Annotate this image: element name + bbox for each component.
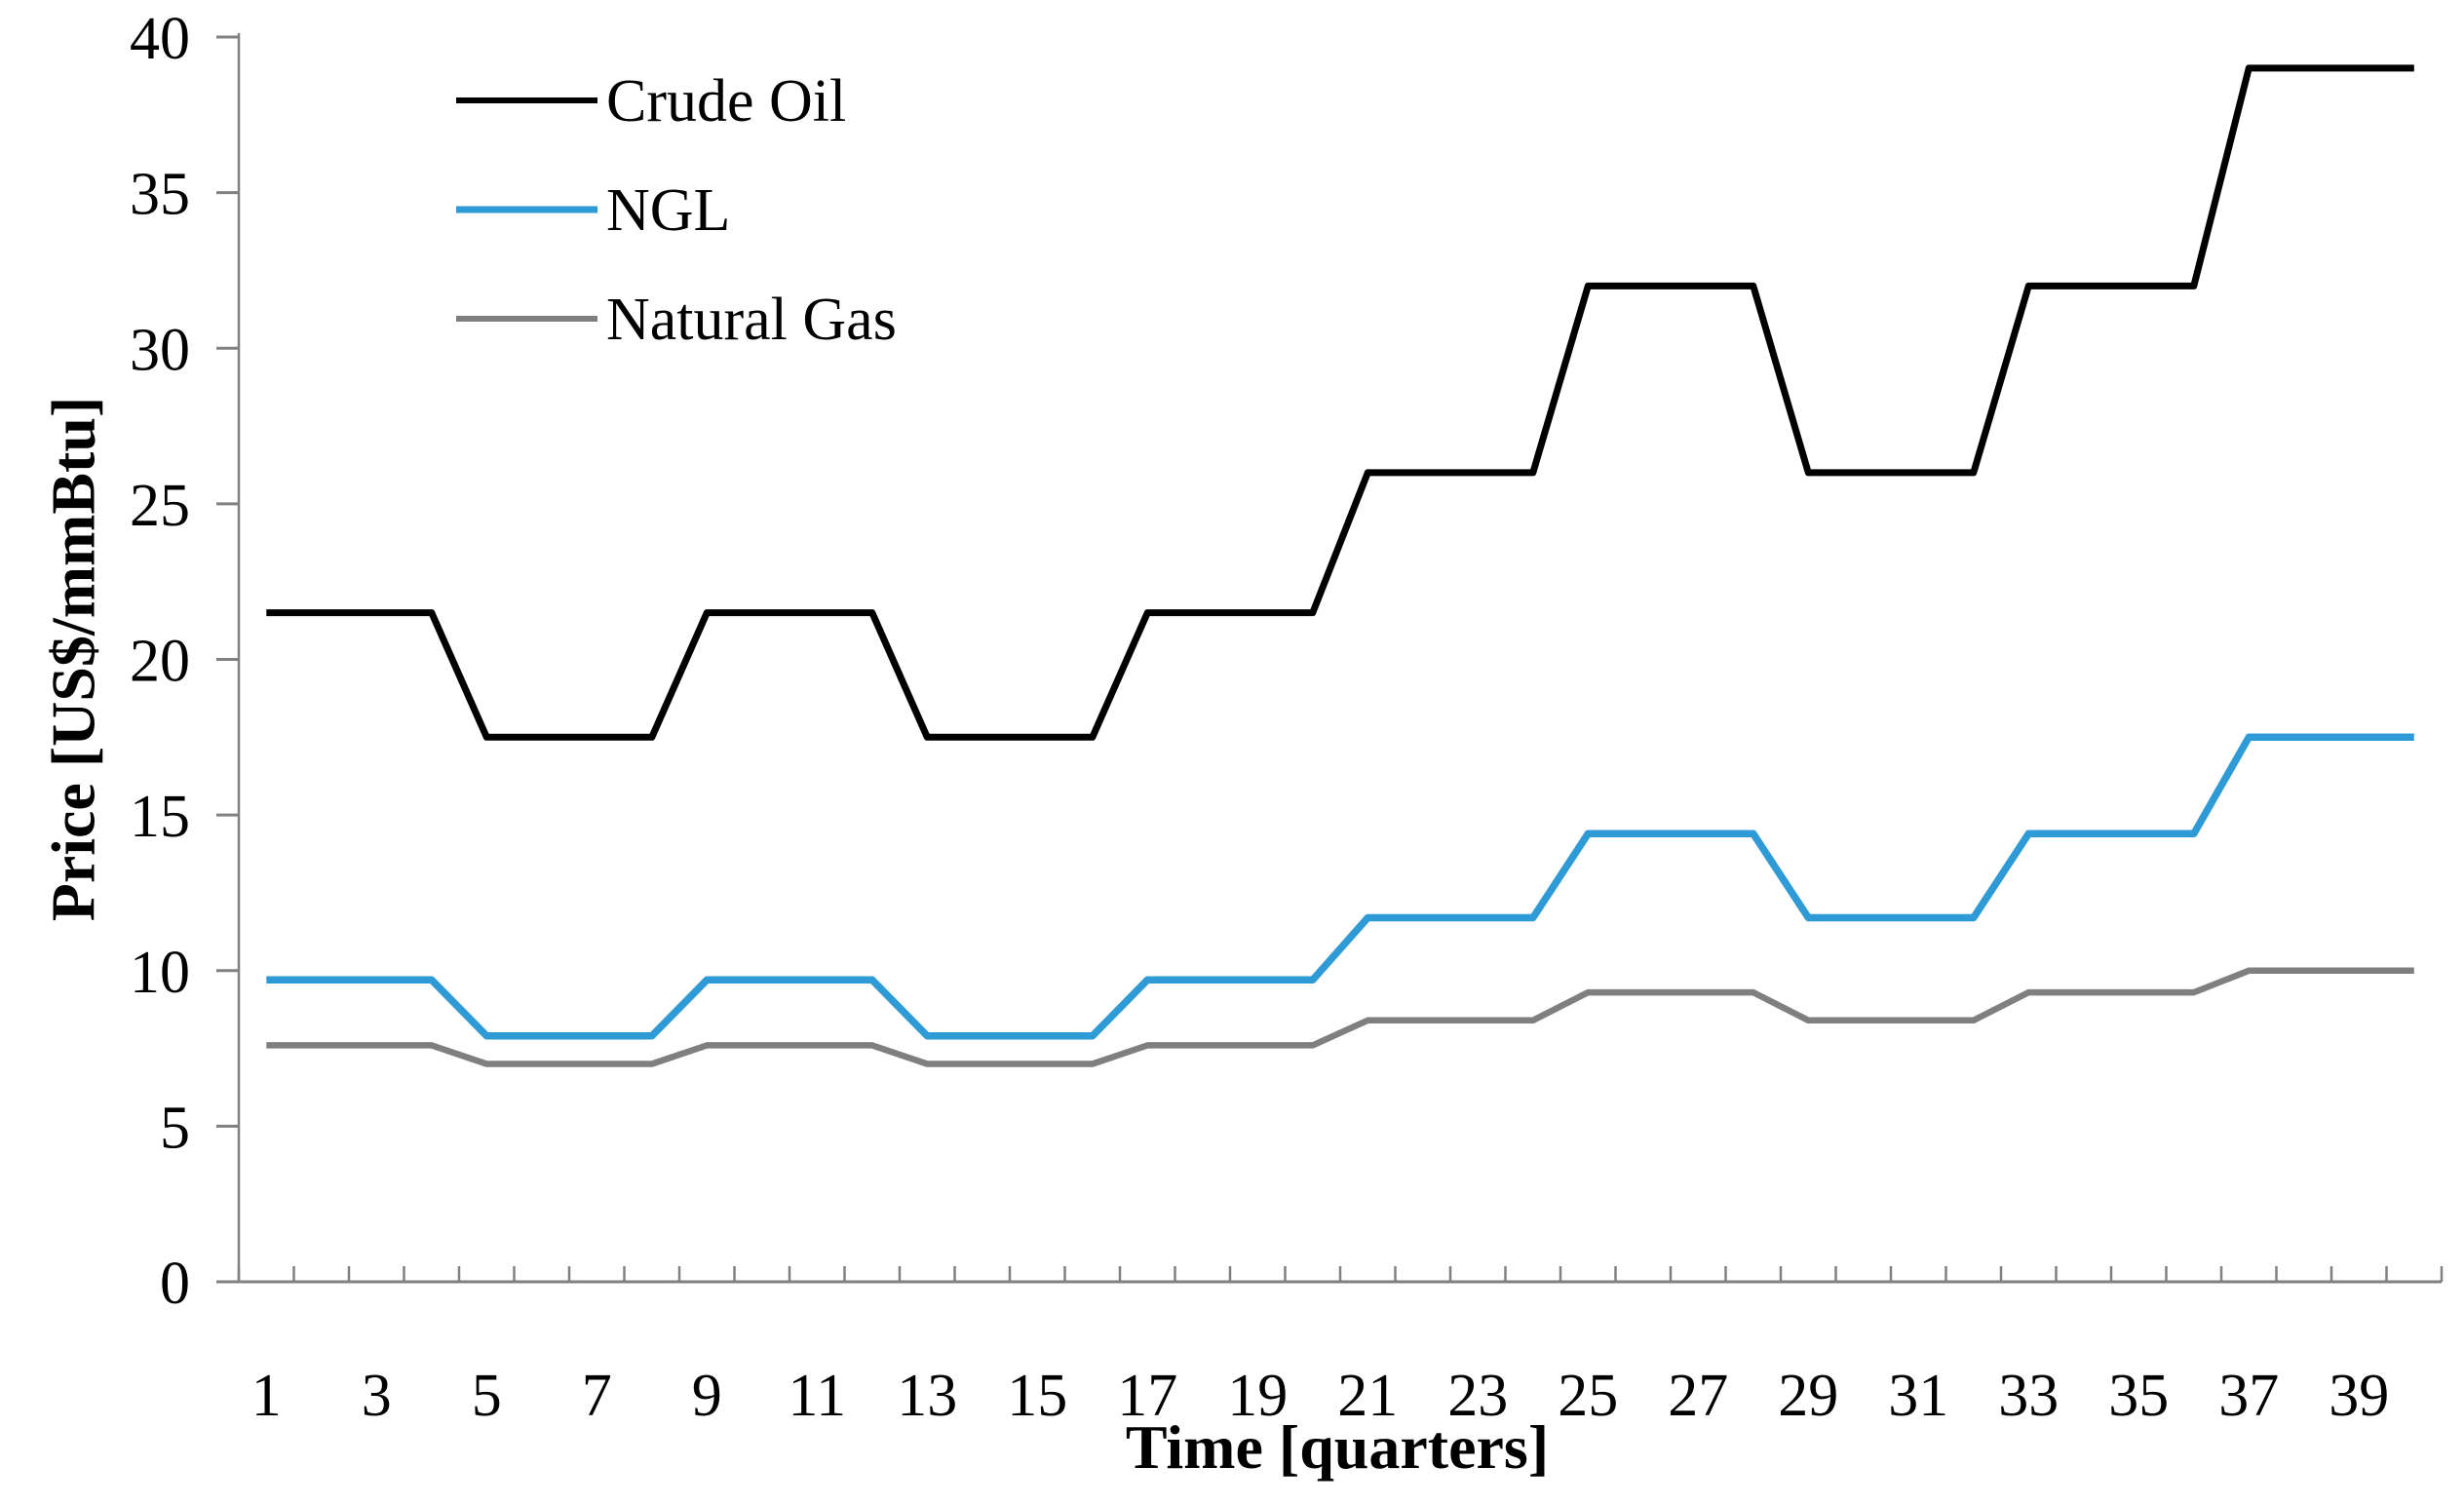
x-tick-label: 25 bbox=[1558, 1363, 1618, 1429]
y-tick-label: 15 bbox=[130, 784, 190, 850]
x-tick-label: 11 bbox=[788, 1363, 846, 1429]
y-tick-label: 25 bbox=[130, 473, 190, 539]
natural-gas-line bbox=[266, 967, 2414, 1067]
legend-item-crude-oil: Crude Oil bbox=[456, 68, 846, 135]
x-tick-label: 1 bbox=[251, 1363, 282, 1429]
x-axis-title: Time [quarters] bbox=[1126, 1412, 1549, 1482]
x-tick-label: 3 bbox=[362, 1363, 392, 1429]
ngl-line bbox=[266, 733, 2414, 1040]
x-tick-label: 5 bbox=[472, 1363, 502, 1429]
x-tick-label: 19 bbox=[1227, 1363, 1288, 1429]
x-tick-label: 33 bbox=[1998, 1363, 2059, 1429]
x-tick-label: 39 bbox=[2329, 1363, 2389, 1429]
legend-item-natural-gas: Natural Gas bbox=[456, 287, 897, 353]
y-tick-label: 5 bbox=[160, 1095, 190, 1161]
series-lines bbox=[266, 64, 2414, 1067]
x-tick-label: 37 bbox=[2218, 1363, 2279, 1429]
y-tick-label: 30 bbox=[130, 317, 190, 383]
x-tick-label: 13 bbox=[897, 1363, 957, 1429]
legend: Crude Oil NGL Natural Gas bbox=[456, 68, 897, 353]
x-tick-label: 27 bbox=[1668, 1363, 1728, 1429]
x-tick-label: 17 bbox=[1117, 1363, 1177, 1429]
legend-label-crude-oil: Crude Oil bbox=[606, 68, 846, 135]
y-tick-label: 0 bbox=[160, 1251, 190, 1317]
x-tick-label: 35 bbox=[2108, 1363, 2169, 1429]
x-tick-label: 15 bbox=[1007, 1363, 1067, 1429]
x-tick-label: 23 bbox=[1447, 1363, 1508, 1429]
legend-item-ngl: NGL bbox=[456, 177, 730, 244]
x-tick-label: 21 bbox=[1337, 1363, 1398, 1429]
x-tick-label: 7 bbox=[582, 1363, 612, 1429]
legend-label-ngl: NGL bbox=[606, 177, 730, 244]
y-tick-label: 20 bbox=[130, 629, 190, 695]
crude-oil-line bbox=[266, 64, 2414, 741]
legend-label-natural-gas: Natural Gas bbox=[606, 287, 897, 353]
y-axis-title: Price [US$/mmBtu] bbox=[38, 397, 107, 922]
y-tick-label: 40 bbox=[130, 6, 190, 72]
x-tick-label: 29 bbox=[1778, 1363, 1838, 1429]
y-tick-label: 35 bbox=[130, 162, 190, 228]
x-tick-label: 31 bbox=[1888, 1363, 1948, 1429]
y-tick-label: 10 bbox=[130, 940, 190, 1006]
x-tick-label: 9 bbox=[692, 1363, 722, 1429]
